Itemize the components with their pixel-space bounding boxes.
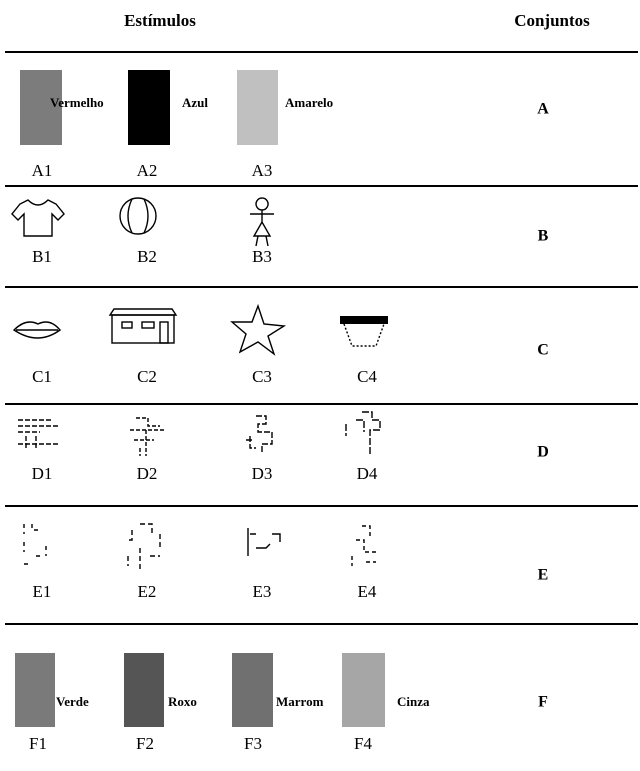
- color-word: Verde: [56, 694, 89, 709]
- pattern-icon: [247, 528, 281, 556]
- swatch: [232, 653, 273, 727]
- item-label: D3: [252, 464, 273, 483]
- set-letter: F: [538, 694, 548, 711]
- item-label: F2: [136, 734, 154, 753]
- star-icon: [230, 303, 287, 356]
- item-label: A1: [32, 161, 53, 180]
- swatch: [128, 70, 170, 145]
- pot-icon: [340, 316, 388, 347]
- header-sets: Conjuntos: [514, 11, 590, 30]
- item-label: D1: [32, 464, 53, 483]
- set-letter: E: [538, 567, 549, 584]
- pattern-icon: [130, 417, 164, 456]
- item-label: A2: [137, 161, 158, 180]
- pattern-icon: [23, 524, 47, 565]
- color-word: Marrom: [276, 694, 324, 709]
- item-label: E2: [138, 582, 157, 601]
- header-stimuli: Estímulos: [124, 11, 196, 30]
- pattern-icon: [18, 419, 58, 450]
- item-label: D4: [357, 464, 378, 483]
- item-label: E1: [33, 582, 52, 601]
- shirt-icon: [11, 199, 65, 237]
- swatch: [237, 70, 278, 145]
- lips-icon: [12, 321, 62, 339]
- item-label: C3: [252, 367, 272, 386]
- pattern-icon: [351, 525, 376, 566]
- item-label: E4: [358, 582, 377, 601]
- item-label: C4: [357, 367, 377, 386]
- item-label: F1: [29, 734, 47, 753]
- pattern-icon: [246, 415, 273, 452]
- item-label: B3: [252, 247, 272, 266]
- color-word: Roxo: [168, 694, 197, 709]
- pattern-icon: [345, 411, 381, 456]
- color-word: Vermelho: [50, 95, 104, 110]
- item-label: F3: [244, 734, 262, 753]
- set-letter: B: [538, 228, 549, 245]
- color-word: Cinza: [397, 694, 430, 709]
- item-label: B2: [137, 247, 157, 266]
- ball-icon: [119, 197, 157, 235]
- item-label: F4: [354, 734, 372, 753]
- swatch: [342, 653, 385, 727]
- item-label: D2: [137, 464, 158, 483]
- item-label: C2: [137, 367, 157, 386]
- set-letter: D: [537, 444, 549, 461]
- item-label: A3: [252, 161, 273, 180]
- set-letter: A: [537, 101, 549, 118]
- swatch: [20, 70, 62, 145]
- item-label: C1: [32, 367, 52, 386]
- swatch: [124, 653, 164, 727]
- house-icon: [108, 308, 178, 344]
- set-letter: C: [537, 342, 549, 359]
- color-word: Azul: [182, 95, 208, 110]
- pattern-icon: [126, 523, 161, 572]
- item-label: B1: [32, 247, 52, 266]
- swatch: [15, 653, 55, 727]
- color-word: Amarelo: [285, 95, 333, 110]
- girl-icon: [250, 197, 274, 247]
- item-label: E3: [253, 582, 272, 601]
